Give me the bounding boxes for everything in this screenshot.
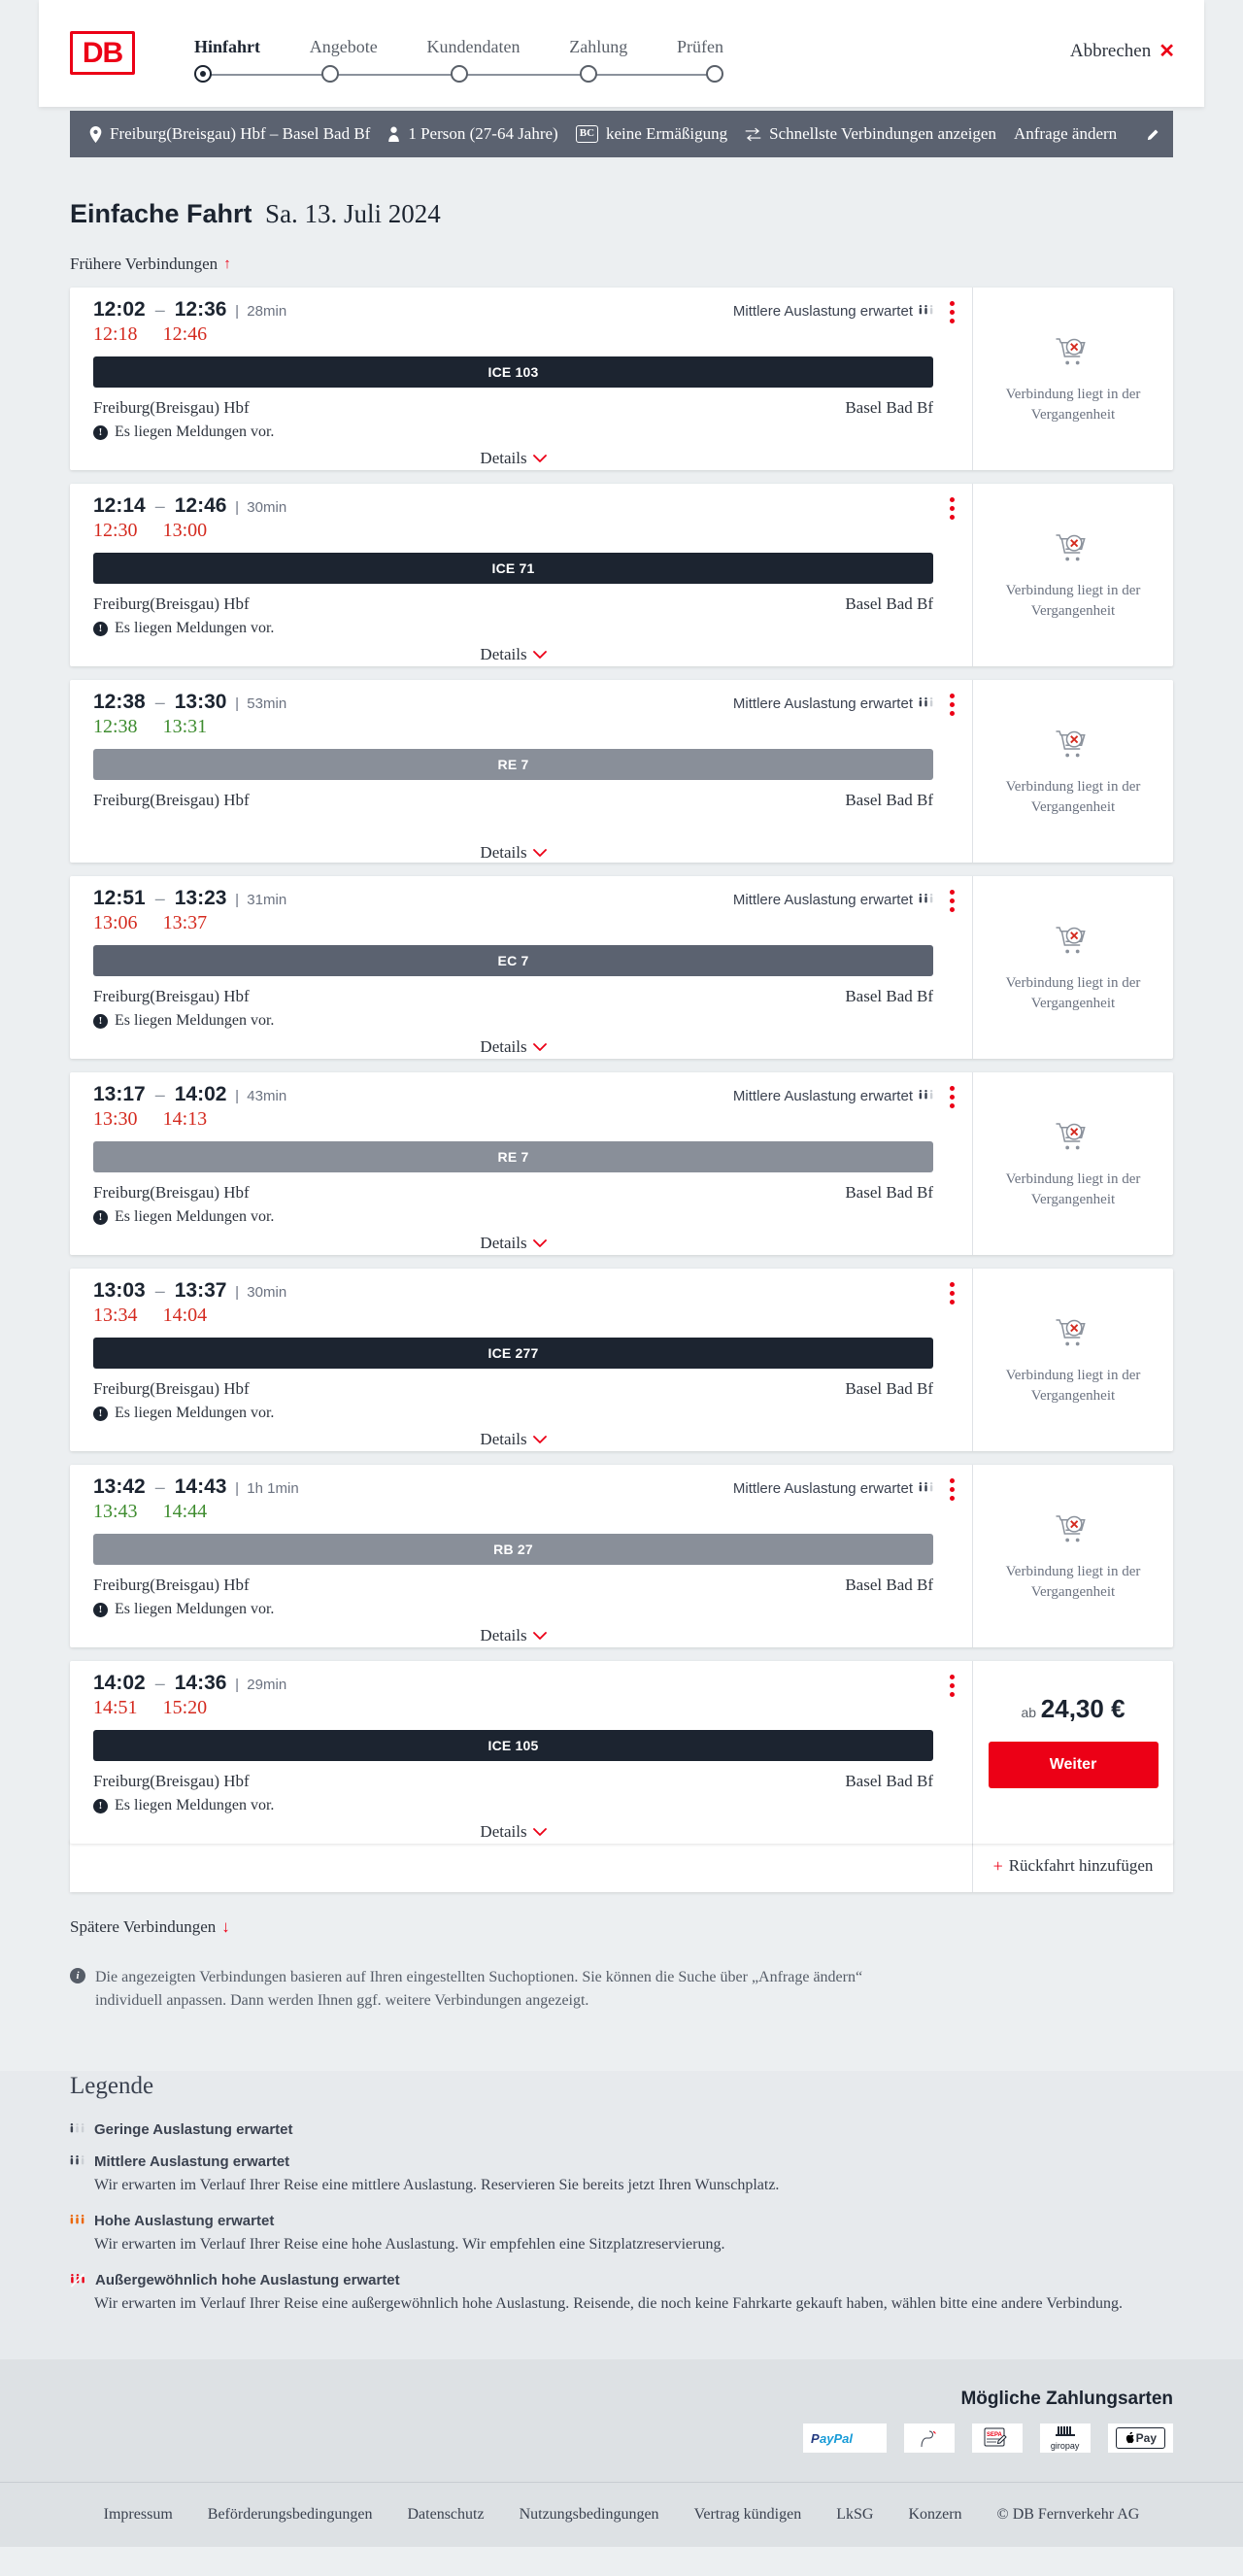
svg-text:P: P <box>811 2431 820 2446</box>
svg-text:ayPal: ayPal <box>820 2431 853 2446</box>
svg-text:SEPA: SEPA <box>987 2432 1003 2438</box>
